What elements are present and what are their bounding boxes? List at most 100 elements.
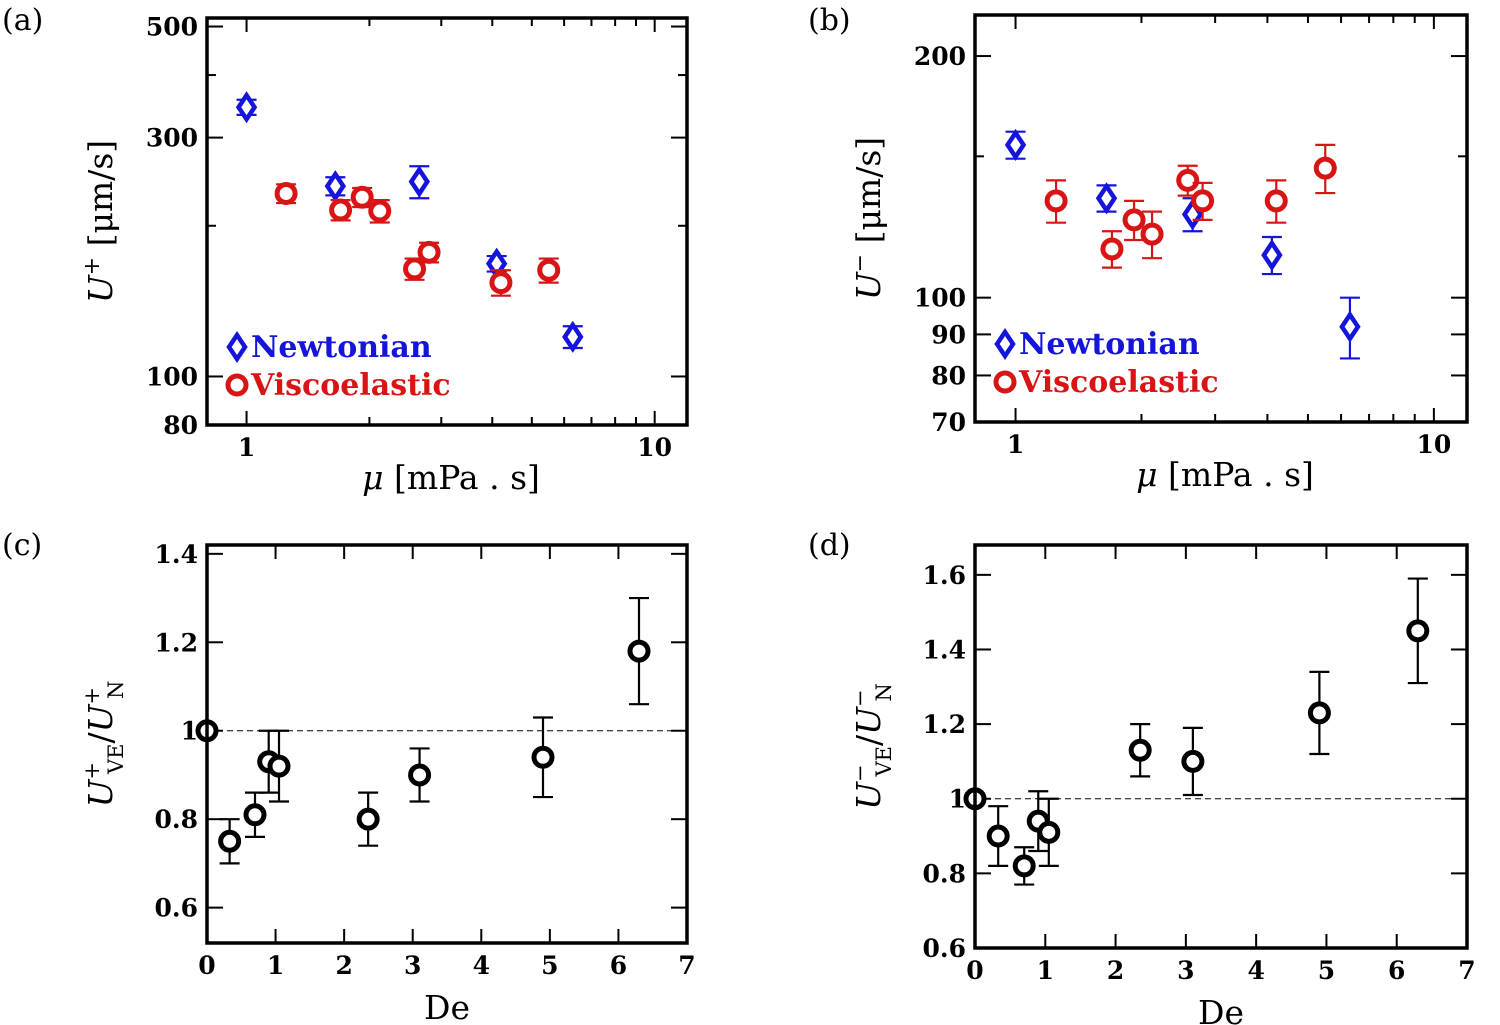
data-point: [1181, 749, 1205, 773]
y-tick-label: 0.8: [923, 859, 967, 888]
x-tick-label: 2: [335, 951, 352, 980]
legend-entry: Viscoelastic: [1018, 365, 1219, 400]
x-tick-label: 1: [1007, 430, 1024, 459]
data-point: [1128, 738, 1152, 762]
y-axis-label: U+ [μm/s]: [80, 140, 120, 303]
y-tick-label: 70: [931, 408, 966, 437]
data-point: [562, 320, 584, 353]
y-tick-label: 80: [163, 411, 198, 440]
legend-entry: Newtonian: [251, 330, 432, 365]
panel-c: (c) 0.6 0.8 1 1.2 1.4 0 1 2 3 4 5 6 7 De U+VE/U+N: [2, 528, 696, 1025]
data-point: [274, 181, 298, 205]
legend-entry: Viscoelastic: [250, 368, 451, 403]
data-point: [1122, 208, 1146, 232]
x-tick-label: 1: [238, 433, 255, 462]
plot-frame: [973, 13, 1469, 424]
y-tick-label: 300: [146, 124, 198, 153]
data-point: [1044, 189, 1068, 213]
y-tick-label: 1.4: [923, 635, 967, 664]
x-tick-label: 4: [1247, 956, 1264, 985]
x-tick-label: 7: [1458, 956, 1475, 985]
x-axis-label: μ [mPa . s]: [362, 458, 540, 497]
x-axis-label: De: [424, 988, 470, 1025]
data-point: [350, 185, 374, 209]
y-axis-label: U−VE/U−N: [848, 683, 896, 810]
panel-b: (b) 70 80 90 100 200 1 10 μ [mPa . s] U− [μm/s] Ne…: [808, 3, 1469, 494]
x-tick-label: 5: [541, 951, 558, 980]
x-tick-label: 4: [473, 951, 490, 980]
data-point: [417, 240, 441, 264]
plot-frame: [205, 16, 689, 427]
y-tick-label: 1: [949, 785, 966, 814]
data-point: [489, 271, 513, 295]
x-tick-label: 3: [1177, 956, 1194, 985]
data-point: [267, 754, 291, 778]
data-point: [324, 170, 347, 203]
x-axis-label: μ [mPa . s]: [1136, 455, 1314, 494]
y-tick-label: 1.2: [155, 628, 199, 657]
y-tick-label: 0.6: [923, 934, 967, 963]
panel-label: (a): [2, 3, 43, 38]
y-tick-label: 0.8: [155, 805, 199, 834]
data-point: [1100, 237, 1124, 261]
data-point: [1307, 701, 1331, 725]
series-ratio: [195, 596, 651, 865]
y-tick-label: 500: [146, 13, 198, 42]
x-tick-label: 10: [637, 433, 672, 462]
data-point: [1313, 156, 1337, 180]
x-tick-label: 2: [1107, 956, 1124, 985]
data-point: [218, 829, 242, 853]
y-tick-label: 100: [146, 362, 198, 391]
data-point: [1012, 854, 1036, 878]
y-tick-label: 1: [181, 717, 198, 746]
x-tick-label: 6: [610, 951, 627, 980]
y-axis-label: U+VE/U+N: [80, 681, 128, 808]
data-point: [408, 763, 432, 787]
series-ratio: [963, 577, 1430, 886]
legend-marker-circle: [993, 370, 1017, 394]
y-tick-label: 80: [931, 361, 966, 390]
panel-label: (b): [808, 3, 851, 38]
x-tick-label: 0: [966, 956, 983, 985]
y-tick-label: 1.4: [155, 540, 199, 569]
data-point: [1095, 182, 1118, 215]
series-viscoelastic: [1044, 143, 1337, 269]
panel-d: (d) 0.6 0.8 1 1.2 1.4 1.6 0 1 2 3 4 5 6 7 De U−VE/U−N: [808, 528, 1476, 1025]
data-point: [368, 199, 392, 223]
data-point: [1176, 168, 1200, 192]
data-point: [531, 745, 555, 769]
legend-marker-diamond: [994, 327, 1016, 361]
series-newtonian: [235, 91, 584, 353]
data-point: [1004, 128, 1027, 161]
plot-frame: [205, 543, 689, 945]
y-tick-label: 200: [914, 42, 966, 71]
y-axis-label: U− [μm/s]: [848, 137, 888, 300]
data-point: [408, 165, 430, 198]
data-point: [329, 198, 353, 222]
panel-label: (d): [808, 528, 851, 563]
x-tick-label: 10: [1416, 430, 1451, 459]
data-point: [1406, 619, 1430, 643]
data-point: [627, 639, 651, 663]
data-point: [356, 807, 380, 831]
y-tick-label: 1.2: [923, 710, 967, 739]
plot-frame: [973, 543, 1469, 950]
legend-marker-diamond: [226, 330, 248, 364]
x-tick-label: 6: [1388, 956, 1405, 985]
x-tick-label: 3: [404, 951, 421, 980]
y-tick-label: 1.6: [923, 561, 967, 590]
data-point: [1037, 820, 1061, 844]
data-point: [403, 257, 427, 281]
data-point: [1261, 239, 1283, 272]
data-point: [235, 91, 258, 124]
data-point: [986, 824, 1010, 848]
legend-entry: Newtonian: [1019, 327, 1200, 362]
x-tick-label: 1: [267, 951, 284, 980]
x-tick-label: 5: [1318, 956, 1335, 985]
x-tick-label: 1: [1037, 956, 1054, 985]
data-point: [243, 803, 267, 827]
series-viscoelastic: [274, 181, 561, 297]
